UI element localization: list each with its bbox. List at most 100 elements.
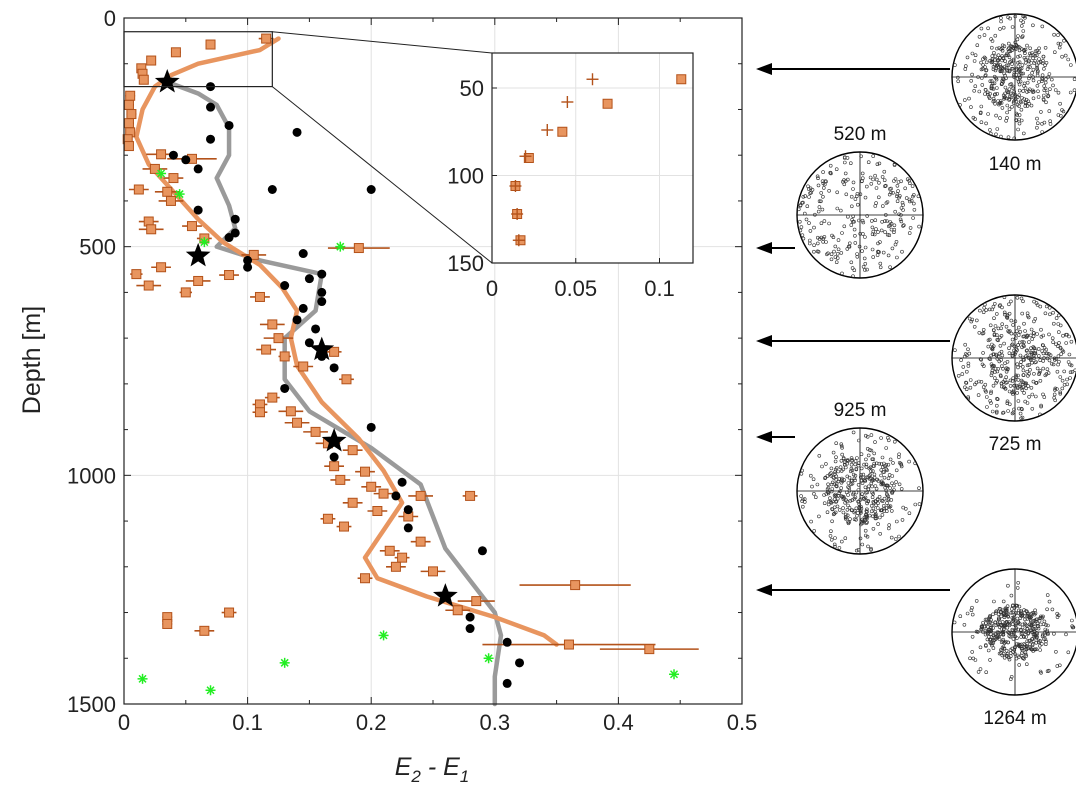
stereonet-point: [1021, 131, 1026, 136]
stereonet-point: [884, 509, 889, 514]
stereonet-point: [858, 232, 863, 236]
stereonet-point: [993, 101, 997, 106]
stereonet-point: [1020, 614, 1025, 618]
stereonet-point: [1031, 96, 1036, 101]
stereonet-point: [1021, 20, 1026, 25]
stereonet-point: [1023, 622, 1028, 627]
stereonet-point: [999, 19, 1003, 24]
stereonet-point: [1002, 95, 1007, 100]
stereonet-point: [884, 219, 889, 223]
stereonet-point: [1059, 352, 1063, 356]
stereonet-point: [1009, 95, 1014, 100]
square-marker: [341, 374, 352, 385]
stereonet-point: [806, 184, 810, 189]
stereonet-point: [965, 55, 970, 60]
stereonet-point: [1007, 98, 1012, 102]
stereonet-point: [994, 63, 999, 68]
stereonet-point: [1016, 373, 1020, 378]
black-dot-marker: [193, 205, 203, 215]
stereonet-point: [856, 461, 861, 466]
stereonet-point: [1007, 351, 1012, 356]
stereonet-point: [886, 253, 891, 258]
stereonet-point: [1005, 604, 1010, 609]
stereonet-point: [1005, 103, 1010, 108]
stereonet-point: [1018, 67, 1023, 71]
stereonet-point: [1031, 88, 1035, 93]
x-tick-label: 0.4: [603, 710, 634, 735]
stereonet-point: [883, 230, 887, 234]
black-dot-marker: [206, 102, 216, 112]
stereonet-point: [878, 531, 883, 536]
stereonet-point: [875, 477, 880, 482]
stereonet-point: [833, 244, 838, 249]
stereonet-point: [1068, 362, 1072, 367]
stereonet-point: [882, 475, 887, 480]
stereonet-point: [992, 74, 997, 79]
stereonet-point: [883, 213, 888, 217]
stereonet-point: [1057, 330, 1061, 334]
stereonet-point: [908, 226, 913, 230]
square-marker: [384, 545, 395, 556]
stereonet-point: [855, 456, 859, 460]
stereonet-point: [1013, 352, 1017, 356]
stereonet-point: [1013, 627, 1018, 632]
stereonet-point: [972, 59, 977, 63]
stereonet-point: [1021, 634, 1026, 639]
stereonet-point: [1028, 367, 1032, 372]
stereonet-point: [892, 223, 897, 228]
square-marker: [146, 55, 157, 66]
stereonet-point: [803, 194, 808, 198]
stereonet-point: [1028, 51, 1032, 56]
stereonet-point: [992, 364, 996, 368]
stereonet-point: [956, 373, 961, 378]
stereonet-point: [1028, 53, 1033, 58]
stereonet-point: [845, 177, 850, 182]
stereonet-point: [998, 27, 1002, 31]
square-marker: [131, 269, 142, 280]
stereonet-points: [953, 295, 1076, 421]
stereonet-point: [1021, 89, 1026, 93]
stereonet-point: [1026, 646, 1030, 650]
stereonet-point: [1028, 356, 1033, 360]
square-marker: [570, 580, 581, 591]
stereonet-point: [1029, 385, 1034, 390]
stereonet-point: [993, 366, 998, 371]
square-marker: [428, 566, 438, 577]
square-marker: [292, 417, 303, 428]
stereonet-point: [825, 252, 829, 257]
stereonet-point: [824, 240, 828, 244]
stereonet-point: [989, 37, 993, 41]
stereonet-point: [839, 251, 844, 255]
stereonet-point: [1030, 630, 1034, 635]
stereonet-point: [1006, 655, 1011, 660]
stereonet-point: [990, 368, 995, 373]
stereonet-point: [1014, 622, 1018, 627]
stereonet-point: [866, 160, 871, 164]
stereonet-point: [858, 536, 863, 541]
stereonet-point: [826, 485, 831, 490]
stereonet-point: [805, 204, 810, 208]
stereonet-point: [1023, 650, 1028, 655]
inset-square-marker: [523, 153, 534, 163]
stereonet-point: [888, 486, 892, 490]
stereonet-point: [1047, 332, 1051, 337]
stereonet-point: [832, 497, 837, 502]
stereonet-point: [1005, 69, 1010, 73]
stereonet-point: [901, 203, 905, 207]
stereonet-point: [1027, 340, 1031, 344]
stereonet-point: [983, 382, 988, 387]
stereonet-point: [822, 182, 827, 187]
stereonet-point: [1029, 327, 1034, 332]
stereonet-point: [864, 509, 869, 513]
stereonet-point: [1024, 630, 1028, 635]
stereonet-point: [1002, 615, 1007, 620]
stereonet-point: [1000, 54, 1005, 58]
black-dot-marker: [317, 269, 327, 279]
square-marker: [366, 481, 377, 492]
stereonet-point: [1008, 82, 1012, 87]
stereonet-point: [882, 178, 887, 182]
stereonet-point: [819, 199, 823, 204]
stereonet-point: [992, 81, 997, 86]
stereonet-point: [1016, 325, 1021, 330]
